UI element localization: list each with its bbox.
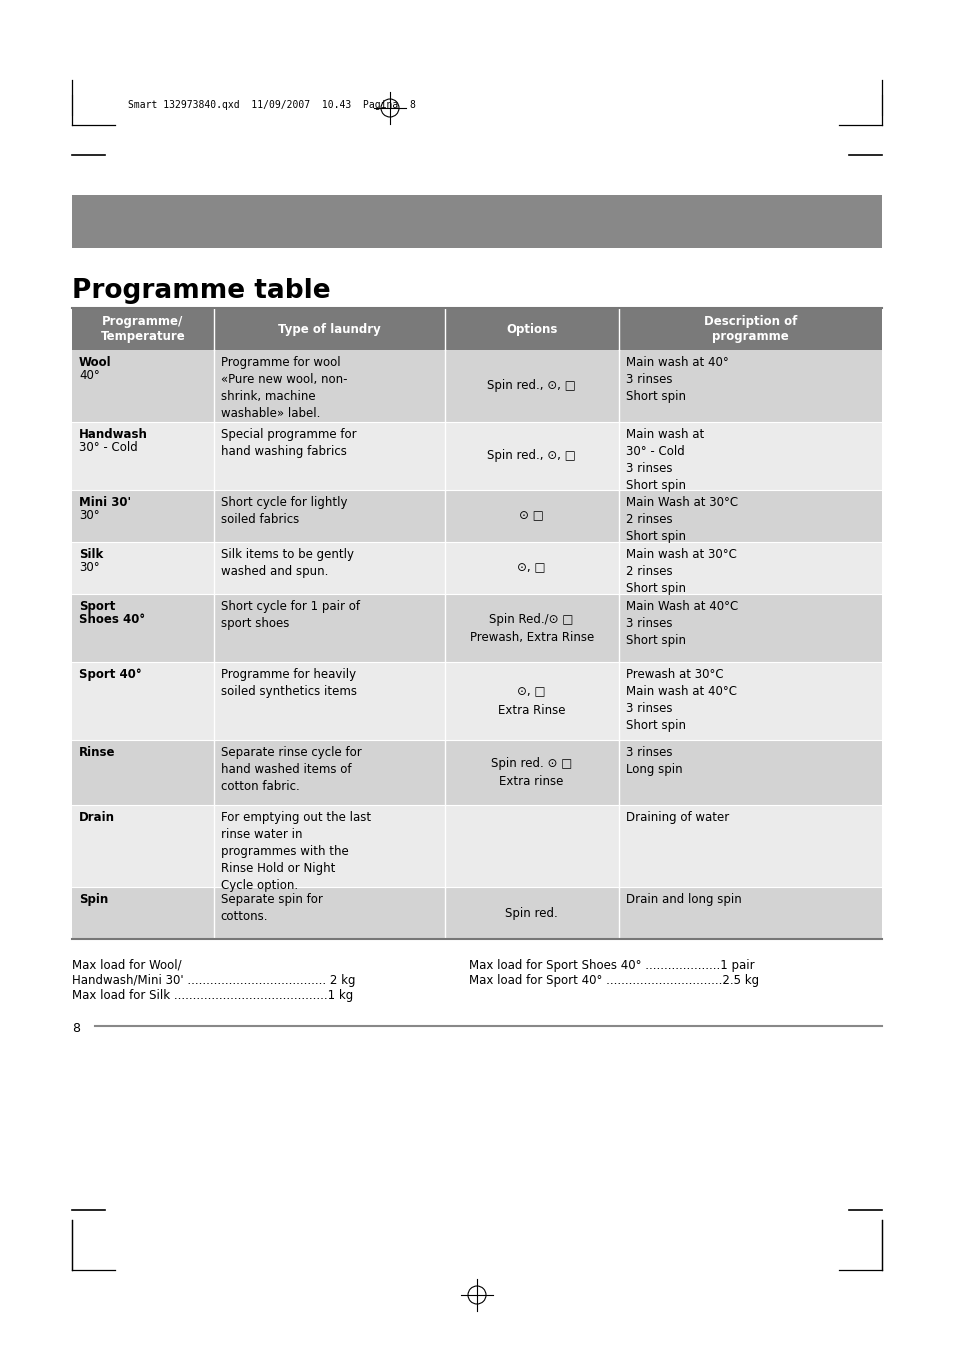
Text: Separate spin for
cottons.: Separate spin for cottons. (220, 892, 322, 923)
Bar (71, 662, 882, 740)
Text: Options: Options (505, 323, 557, 336)
Text: ⊙, □: ⊙, □ (517, 562, 545, 575)
Text: 3 rinses
Long spin: 3 rinses Long spin (625, 747, 681, 776)
Text: Description of
programme: Description of programme (703, 315, 796, 343)
Bar (71, 740, 882, 805)
Text: Silk: Silk (79, 548, 103, 562)
Bar (71, 423, 882, 490)
Bar (618, 308, 882, 350)
Text: Max load for Sport Shoes 40° ....................1 pair: Max load for Sport Shoes 40° ...........… (469, 958, 754, 972)
Text: Short cycle for 1 pair of
sport shoes: Short cycle for 1 pair of sport shoes (220, 599, 359, 630)
Text: Spin red., ⊙, □: Spin red., ⊙, □ (487, 379, 576, 393)
Text: Main wash at 30°C
2 rinses
Short spin: Main wash at 30°C 2 rinses Short spin (625, 548, 736, 595)
Text: Main Wash at 30°C
2 rinses
Short spin: Main Wash at 30°C 2 rinses Short spin (625, 495, 737, 543)
Bar (71, 350, 882, 423)
Text: Main wash at 40°
3 rinses
Short spin: Main wash at 40° 3 rinses Short spin (625, 356, 728, 404)
Text: Special programme for
hand washing fabrics: Special programme for hand washing fabri… (220, 428, 356, 458)
Text: 30° - Cold: 30° - Cold (79, 441, 137, 454)
Bar (213, 308, 444, 350)
Text: Draining of water: Draining of water (625, 811, 728, 824)
Text: Programme/
Temperature: Programme/ Temperature (100, 315, 185, 343)
Text: 30°: 30° (79, 509, 99, 522)
Text: Main wash at
30° - Cold
3 rinses
Short spin: Main wash at 30° - Cold 3 rinses Short s… (625, 428, 703, 491)
Text: Rinse: Rinse (79, 747, 115, 759)
Text: Prewash at 30°C
Main wash at 40°C
3 rinses
Short spin: Prewash at 30°C Main wash at 40°C 3 rins… (625, 668, 736, 732)
Bar (71, 490, 882, 541)
Text: Drain and long spin: Drain and long spin (625, 892, 740, 906)
Text: ⊙ □: ⊙ □ (518, 509, 543, 522)
Text: Spin red., ⊙, □: Spin red., ⊙, □ (487, 450, 576, 463)
Text: 8: 8 (71, 1022, 80, 1035)
Text: Handwash: Handwash (79, 428, 148, 441)
Bar (71, 194, 882, 248)
Bar (71, 541, 882, 594)
Text: Handwash/Mini 30' ..................................... 2 kg: Handwash/Mini 30' ......................… (71, 973, 355, 987)
Text: Short cycle for lightly
soiled fabrics: Short cycle for lightly soiled fabrics (220, 495, 347, 526)
Text: Max load for Sport 40° ...............................2.5 kg: Max load for Sport 40° .................… (469, 973, 759, 987)
Text: Smart 132973840.qxd  11/09/2007  10.43  Pagina  8: Smart 132973840.qxd 11/09/2007 10.43 Pag… (128, 100, 416, 109)
Text: Spin red. ⊙ □
Extra rinse: Spin red. ⊙ □ Extra rinse (491, 757, 572, 788)
Text: Mini 30': Mini 30' (79, 495, 131, 509)
Text: Type of laundry: Type of laundry (277, 323, 380, 336)
Text: For emptying out the last
rinse water in
programmes with the
Rinse Hold or Night: For emptying out the last rinse water in… (220, 811, 371, 892)
Text: Programme for wool
«Pure new wool, non-
shrink, machine
washable» label.: Programme for wool «Pure new wool, non- … (220, 356, 347, 420)
Text: Shoes 40°: Shoes 40° (79, 613, 145, 626)
Text: Max load for Silk .........................................1 kg: Max load for Silk ......................… (71, 990, 353, 1002)
Text: Main Wash at 40°C
3 rinses
Short spin: Main Wash at 40°C 3 rinses Short spin (625, 599, 738, 647)
Text: Programme for heavily
soiled synthetics items: Programme for heavily soiled synthetics … (220, 668, 356, 698)
Text: Separate rinse cycle for
hand washed items of
cotton fabric.: Separate rinse cycle for hand washed ite… (220, 747, 361, 792)
Text: Max load for Wool/: Max load for Wool/ (71, 958, 181, 972)
Text: 30°: 30° (79, 562, 99, 574)
Text: Silk items to be gently
washed and spun.: Silk items to be gently washed and spun. (220, 548, 354, 578)
Bar (71, 805, 882, 887)
Bar (71, 887, 882, 940)
Text: Spin red.: Spin red. (505, 906, 558, 919)
Text: Spin Red./⊙ □
Prewash, Extra Rinse: Spin Red./⊙ □ Prewash, Extra Rinse (469, 613, 593, 644)
Text: 40°: 40° (79, 369, 100, 382)
Text: Sport: Sport (79, 599, 115, 613)
Text: ⊙, □
Extra Rinse: ⊙, □ Extra Rinse (497, 686, 565, 717)
Text: Wool: Wool (79, 356, 112, 369)
Bar (71, 308, 213, 350)
Bar (71, 594, 882, 662)
Text: Spin: Spin (79, 892, 108, 906)
Text: Drain: Drain (79, 811, 115, 824)
Bar (444, 308, 618, 350)
Text: Sport 40°: Sport 40° (79, 668, 141, 680)
Text: Programme table: Programme table (71, 278, 331, 304)
